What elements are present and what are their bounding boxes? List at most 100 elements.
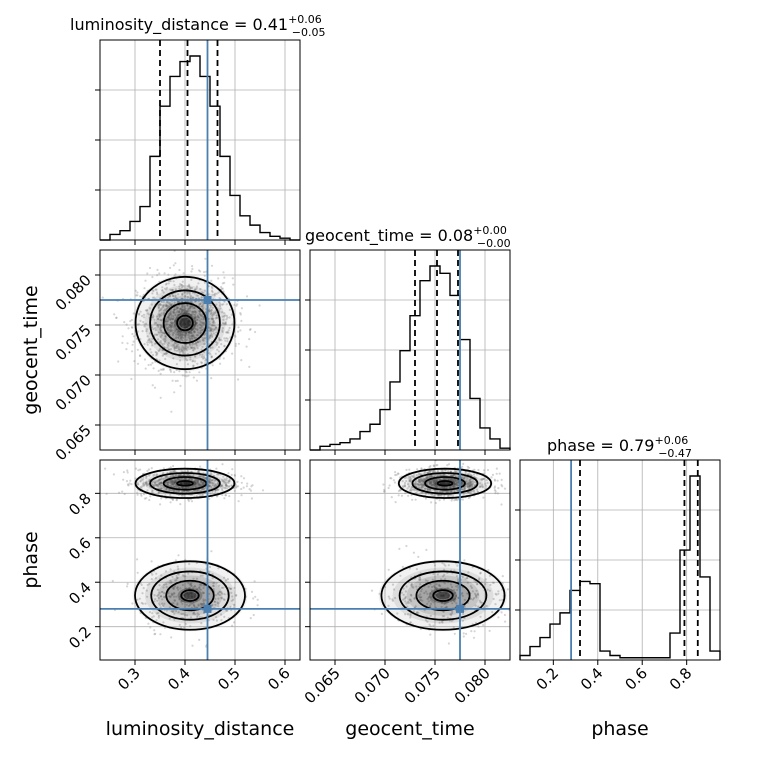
density-level xyxy=(179,481,191,486)
sample-point xyxy=(181,486,184,489)
sample-point xyxy=(174,379,177,383)
sample-point xyxy=(405,476,408,479)
sample-point xyxy=(421,599,424,602)
sample-point xyxy=(184,482,187,485)
sample-point xyxy=(425,477,428,480)
sample-point xyxy=(468,471,471,475)
sample-point xyxy=(208,484,211,487)
sample-point xyxy=(175,328,178,331)
sample-point xyxy=(149,626,152,629)
sample-point xyxy=(441,474,444,477)
sample-point xyxy=(224,323,227,326)
panel-frame xyxy=(99,249,301,451)
sample-point xyxy=(472,490,475,493)
sample-point xyxy=(236,485,240,488)
sample-point xyxy=(169,324,172,327)
sample-point xyxy=(427,600,430,603)
sample-point xyxy=(160,574,163,577)
sample-point xyxy=(453,469,456,472)
sample-point xyxy=(180,320,183,323)
sample-point xyxy=(174,479,177,482)
sample-point xyxy=(160,497,163,500)
sample-point xyxy=(404,596,407,600)
sample-point xyxy=(158,304,161,307)
sample-point xyxy=(160,487,163,490)
sample-point xyxy=(151,326,154,329)
sample-point xyxy=(190,270,193,273)
sample-point xyxy=(180,349,184,352)
sample-point xyxy=(453,483,456,486)
sample-point xyxy=(180,335,183,338)
sample-point xyxy=(191,301,194,304)
sample-point xyxy=(447,470,450,473)
sample-point xyxy=(190,478,193,481)
sample-point xyxy=(492,597,495,601)
sample-point xyxy=(419,472,422,476)
sample-point xyxy=(176,478,179,481)
sample-point xyxy=(189,314,192,317)
sample-point xyxy=(171,333,175,337)
sample-point xyxy=(402,485,405,488)
sample-point xyxy=(402,593,405,596)
sample-point xyxy=(147,468,150,471)
sample-point xyxy=(245,485,248,488)
sample-point xyxy=(152,289,155,293)
sample-point xyxy=(191,328,194,331)
sample-point xyxy=(179,283,182,286)
sample-point xyxy=(239,313,242,316)
sample-point xyxy=(165,352,168,355)
sample-point xyxy=(429,614,432,617)
sample-point xyxy=(195,482,198,485)
density-level xyxy=(179,317,191,329)
sample-point xyxy=(153,633,156,636)
sample-point xyxy=(194,311,197,314)
sample-point xyxy=(125,323,128,326)
sample-point xyxy=(466,576,469,580)
sample-point xyxy=(175,311,178,314)
sample-point xyxy=(195,594,198,598)
sample-point xyxy=(491,473,495,476)
sample-point xyxy=(430,481,433,484)
sample-point xyxy=(200,296,203,299)
sample-point xyxy=(168,302,171,305)
sample-point xyxy=(159,595,163,598)
sample-point xyxy=(182,310,185,313)
sample-point xyxy=(146,309,149,312)
sample-point xyxy=(213,479,216,482)
sample-point xyxy=(473,484,477,487)
sample-point xyxy=(177,554,180,557)
sample-point xyxy=(152,315,155,318)
sample-point xyxy=(163,583,166,586)
sample-point xyxy=(485,479,488,482)
sample-point xyxy=(225,337,228,340)
sample-point xyxy=(181,292,184,295)
sample-point xyxy=(194,489,197,493)
sample-point xyxy=(136,294,139,297)
sample-point xyxy=(258,304,261,307)
sample-point xyxy=(158,309,161,312)
sample-point xyxy=(426,592,429,596)
sample-point xyxy=(397,494,400,497)
sample-point xyxy=(161,344,164,347)
sample-point xyxy=(423,478,426,481)
sample-point xyxy=(213,294,216,297)
sample-point xyxy=(224,484,228,487)
sample-point xyxy=(439,486,442,489)
sample-point xyxy=(196,347,199,350)
sample-point xyxy=(211,313,214,316)
sample-point xyxy=(235,594,238,597)
sample-point xyxy=(148,341,151,344)
sample-point xyxy=(470,490,473,493)
sample-point xyxy=(443,477,446,480)
sample-point xyxy=(469,481,472,484)
sample-point xyxy=(213,312,216,315)
sample-point xyxy=(172,310,175,313)
sample-point xyxy=(230,587,233,590)
sample-point xyxy=(233,586,236,590)
sample-point xyxy=(163,596,166,599)
sample-point xyxy=(197,603,200,606)
sample-point xyxy=(210,487,213,490)
sample-point xyxy=(188,583,191,586)
sample-point xyxy=(182,320,185,323)
sample-point xyxy=(166,484,170,487)
